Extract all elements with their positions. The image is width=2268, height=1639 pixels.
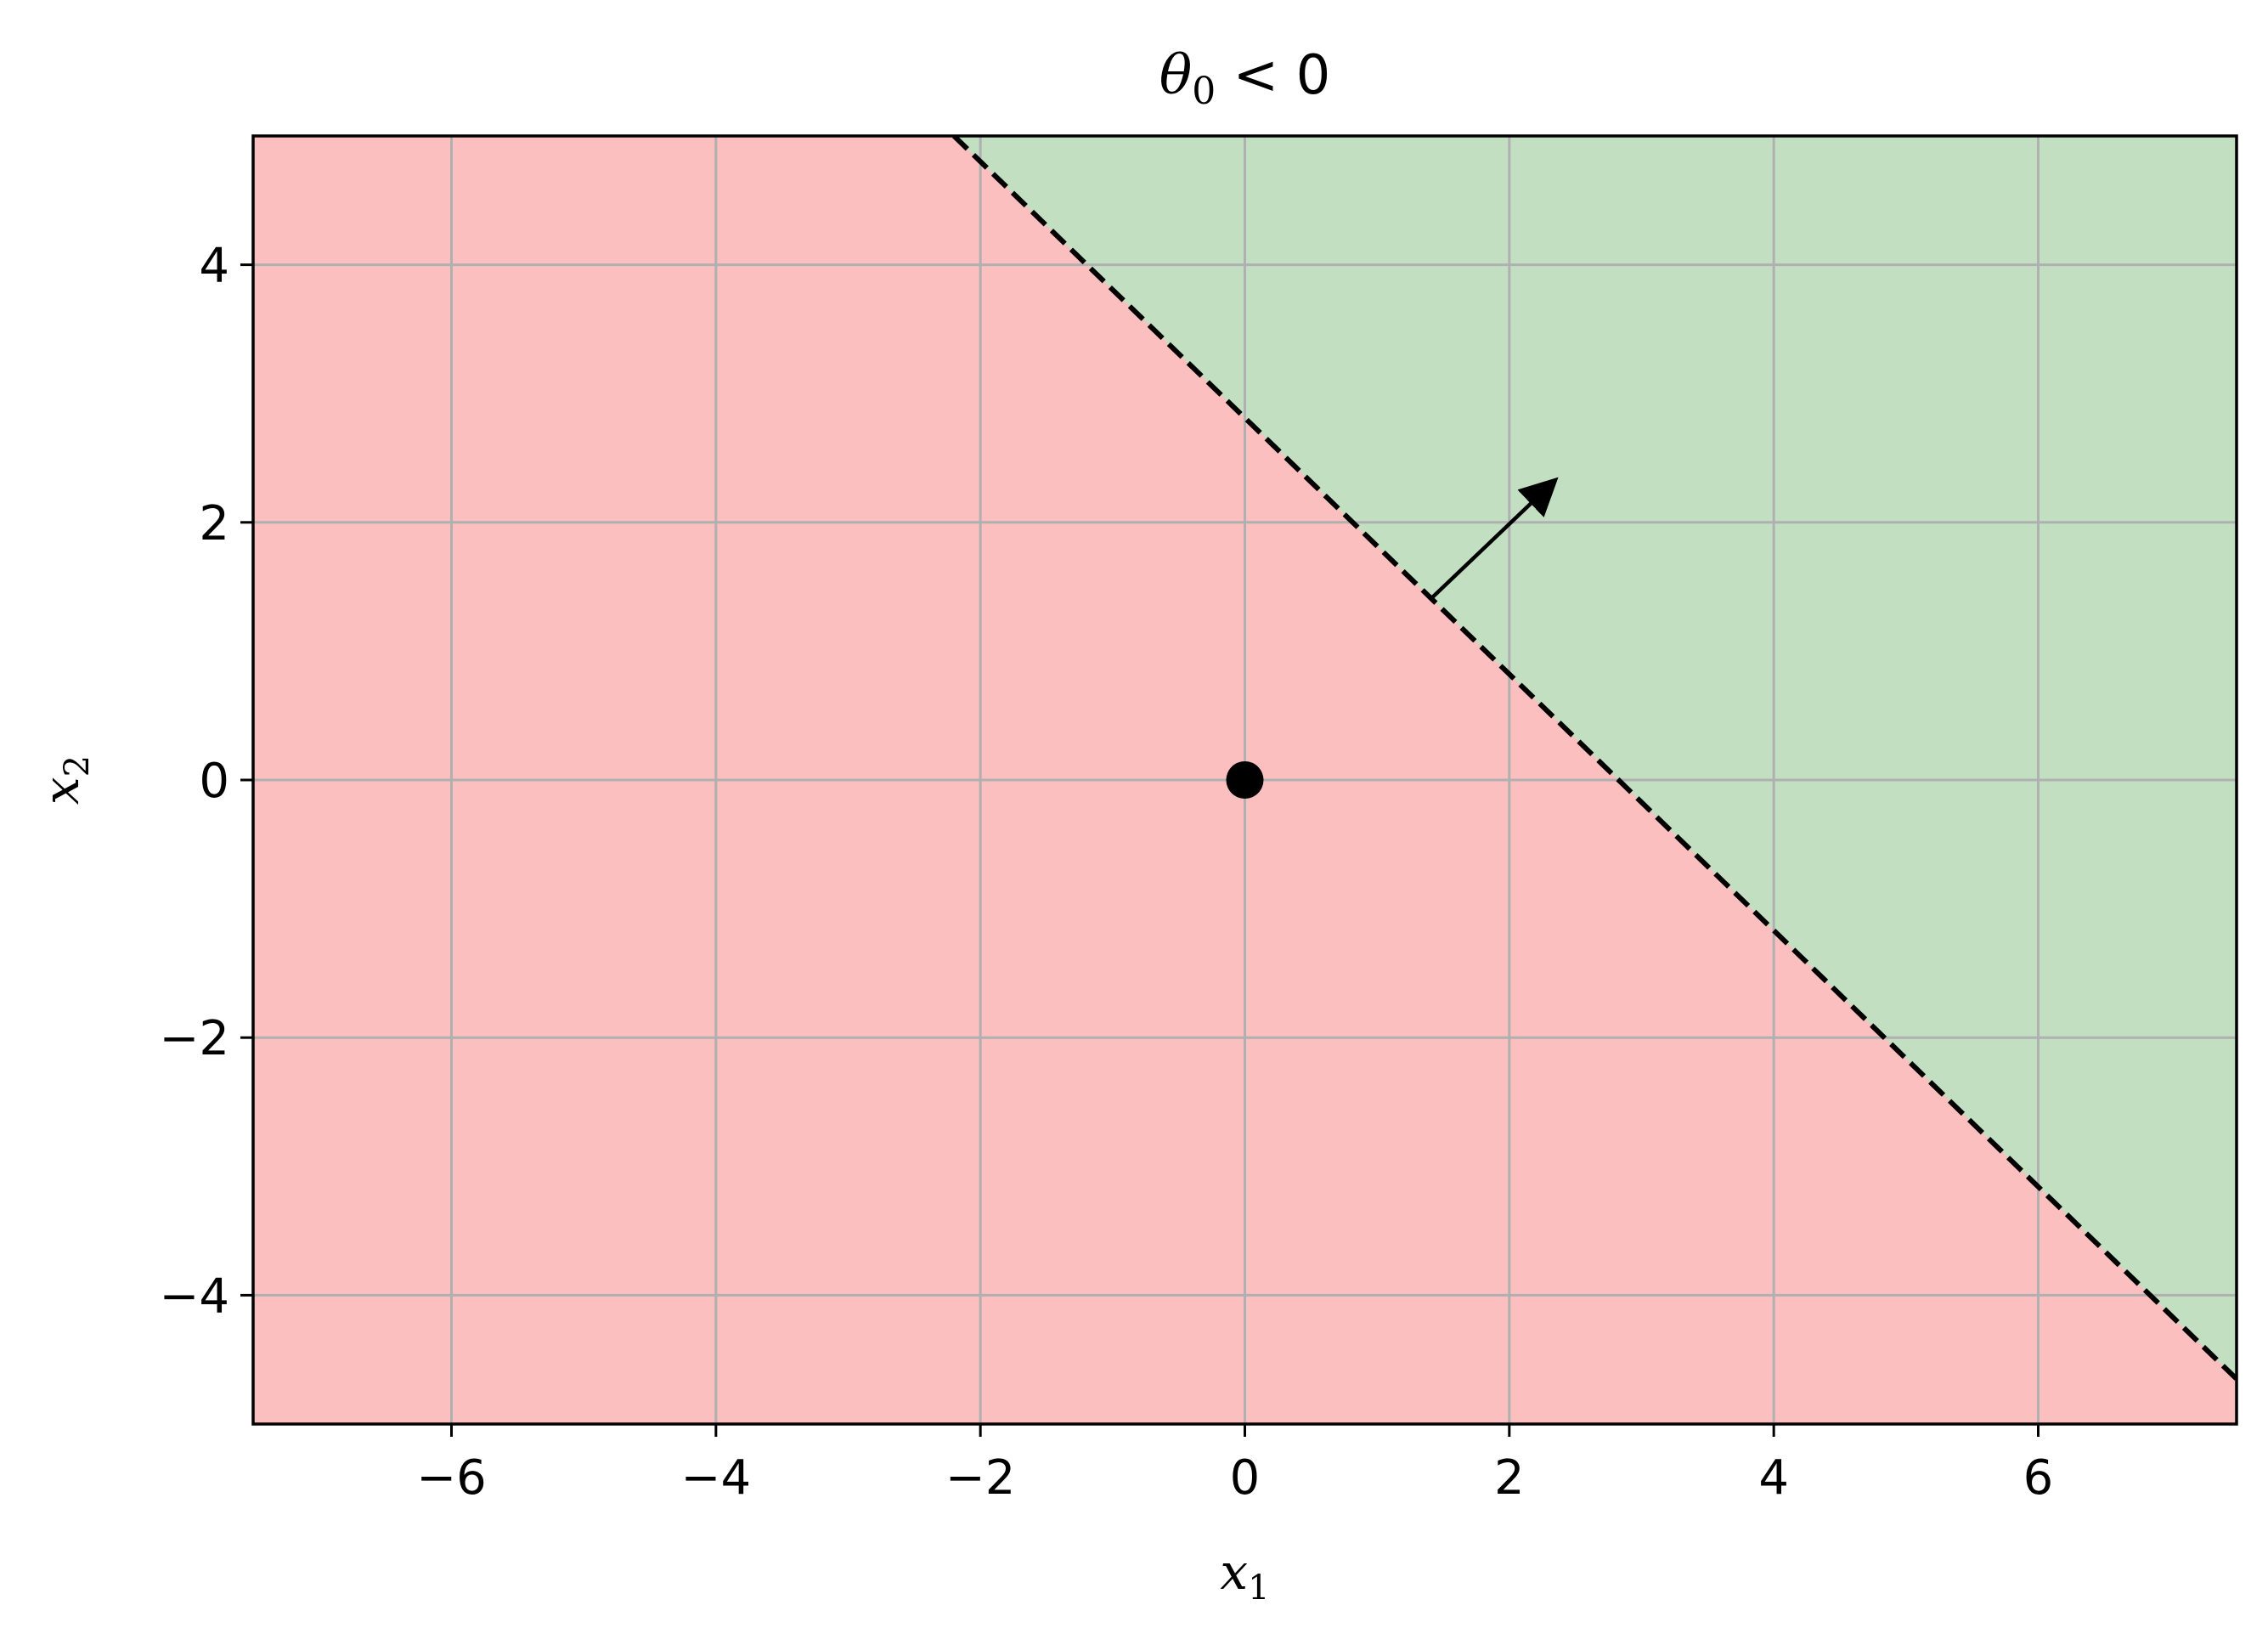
x-axis-subscript: 1 (1248, 1568, 1269, 1608)
y-tick-label: −4 (159, 1269, 229, 1324)
y-tick-label: −2 (159, 1011, 229, 1066)
y-tick-label: 0 (199, 754, 229, 809)
x-axis-title: x1 (1220, 1543, 1269, 1608)
title-symbol: θ (1159, 44, 1193, 107)
y-axis-title: x2 (32, 755, 97, 805)
x-tick-label: 6 (2023, 1450, 2054, 1506)
x-tick-label: 2 (1494, 1450, 1525, 1506)
x-tick-label: 0 (1230, 1450, 1261, 1506)
chart-title: θ0 < 0 (1159, 44, 1331, 113)
x-tick-label: −6 (416, 1450, 487, 1506)
normal-vector-arrow (1428, 477, 1559, 602)
title-relation: < 0 (1216, 44, 1330, 107)
x-axis-symbol: x (1220, 1543, 1248, 1601)
grid (253, 136, 2237, 1424)
y-axis-subscript: 2 (58, 755, 97, 777)
x-axis-ticks: −6 −4 −2 0 2 4 6 (416, 1424, 2053, 1506)
x-tick-label: −2 (945, 1450, 1016, 1506)
x-tick-label: 4 (1758, 1450, 1789, 1506)
title-subscript: 0 (1192, 70, 1216, 113)
x-tick-label: −4 (681, 1450, 752, 1506)
y-axis-symbol: x (32, 777, 90, 805)
y-tick-label: 4 (199, 239, 229, 294)
origin-point (1226, 761, 1264, 799)
y-axis-ticks: −4 −2 0 2 4 (159, 239, 253, 1324)
y-tick-label: 2 (199, 496, 229, 551)
